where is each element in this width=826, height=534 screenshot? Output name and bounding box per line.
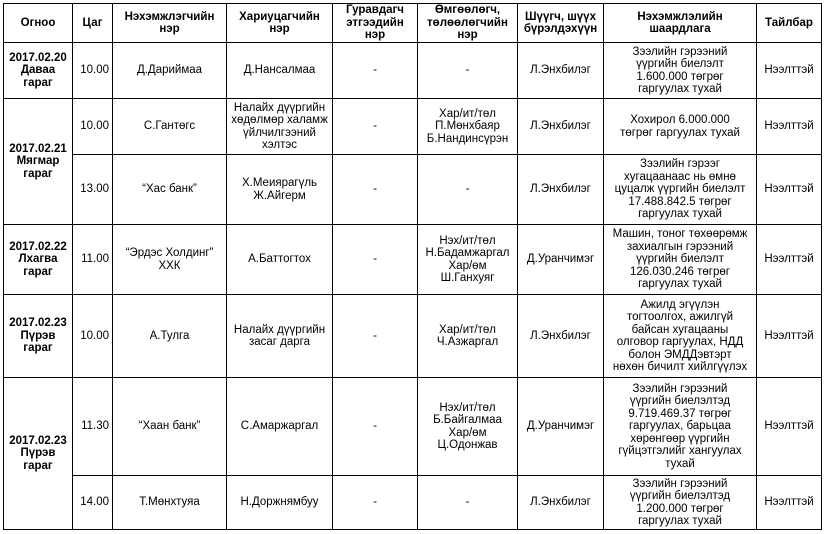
cell-representative: Нэх/ит/төл Н.Бадамжаргал Хар/өм Ш.Ганхуя… [417,224,518,295]
cell-time: 13.00 [72,154,113,225]
cell-judge: Л.Энхбилэг [517,294,604,378]
cell-plaintiff: “Хаан банк” [112,377,227,476]
cell-representative: - [417,42,518,99]
header-note: Тайлбар [756,3,822,43]
cell-representative: Хар/ит/төл Ч.Азжаргал [417,294,518,378]
cell-claim: Зээлийн гэрээний үүргийн биелэлт 1.600.0… [603,42,757,99]
cell-note: Нээлттэй [756,294,822,378]
cell-plaintiff: А.Тулга [112,294,227,378]
cell-defendant: Налайх дүүргийн засаг дарга [226,294,333,378]
cell-third-party: - [332,377,418,476]
table-row: 2017.02.23 Пүрэв гараг 11.30 “Хаан банк” С.… [3,377,822,530]
cell-time: 10.00 [72,98,113,155]
cell-third-party: - [332,224,418,295]
cell-defendant: Д.Нансалмаа [226,42,333,99]
cell-note: Нээлттэй [756,98,822,155]
cell-plaintiff: “Эрдэс Холдинг” ХХК [112,224,227,295]
cell-judge: Л.Энхбилэг [517,98,604,155]
header-date: Огноо [3,3,73,43]
cell-defendant: Х.Меиярагүль Ж.Айгерм [226,154,333,225]
cell-judge: Л.Энхбилэг [517,475,604,530]
cell-claim: Машин, тоног төхөөрөмж захиалгын гэрээни… [603,224,757,295]
cell-date: 2017.02.22 Лхагва гараг [3,224,73,295]
cell-time: 11.00 [72,224,113,295]
table-row: 2017.02.23 Пүрэв гараг 10.00 А.Тулга Налайх… [3,294,822,378]
cell-note: Нээлттэй [756,42,822,99]
header-plaintiff: Нэхэмжлэгчийн нэр [112,3,227,43]
cell-claim: Зээлийн гэрээний үүргийн биелэлтэд 1.200… [603,475,757,530]
cell-third-party: - [332,154,418,225]
cell-claim: Зээлийн гэрээг хугацаанаас нь өмнө цуцал… [603,154,757,225]
court-schedule-table: Огноо Цаг Нэхэмжлэгчийн нэр Хариуцагчийн нэ… [3,3,822,530]
cell-representative: - [417,154,518,225]
cell-plaintiff: С.Гантөгс [112,98,227,155]
header-claim: Нэхэмжлэлийн шаардлага [603,3,757,43]
cell-third-party: - [332,475,418,530]
cell-representative: Нэх/ит/төл Б.Байгалмаа Хар/өм Ц.Одонжав [417,377,518,476]
table-row: 2017.02.21 Мягмар гараг 10.00 С.Гантөгс Нал… [3,98,822,225]
cell-note: Нээлттэй [756,475,822,530]
cell-time: 11.30 [72,377,113,476]
cell-date: 2017.02.23 Пүрэв гараг [3,294,73,378]
cell-plaintiff: Т.Мөнхтуяа [112,475,227,530]
cell-plaintiff: “Хас банк” [112,154,227,225]
cell-claim: Хохирол 6.000.000 төгрөг гаргуулах тухай [603,98,757,155]
cell-claim: Зээлийн гэрээний үүргийн биелэлтэд 9.719… [603,377,757,476]
cell-claim: Ажилд эгүүлэн тогтоолгох, ажилгүй байсан… [603,294,757,378]
cell-judge: Д.Уранчимэг [517,377,604,476]
cell-representative: - [417,475,518,530]
cell-defendant: Налайх дүүргийн хөдөлмөр халамж үйлчилгэ… [226,98,333,155]
header-row: Огноо Цаг Нэхэмжлэгчийн нэр Хариуцагчийн нэ… [3,3,822,43]
cell-third-party: - [332,294,418,378]
header-judge: Шүүгч, шүүх бүрэлдэхүүн [517,3,604,43]
cell-defendant: А.Баттогтох [226,224,333,295]
cell-judge: Л.Энхбилэг [517,154,604,225]
cell-time: 10.00 [72,42,113,99]
header-time: Цаг [72,3,113,43]
cell-third-party: - [332,98,418,155]
header-representative: Өмгөөлөгч, төлөөлөгчийн нэр [417,3,518,43]
cell-defendant: С.Амаржаргал [226,377,333,476]
cell-note: Нээлттэй [756,154,822,225]
cell-third-party: - [332,42,418,99]
header-defendant: Хариуцагчийн нэр [226,3,333,43]
cell-date: 2017.02.23 Пүрэв гараг [3,377,73,530]
cell-date: 2017.02.20 Даваа гараг [3,42,73,99]
cell-representative: Хар/ит/төл П.Мөнхбаяр Б.Нандинсүрэн [417,98,518,155]
table-row: 2017.02.20 Даваа гараг 10.00 Д.Дариймаа Д.Н… [3,42,822,99]
cell-judge: Л.Энхбилэг [517,42,604,99]
cell-note: Нээлттэй [756,224,822,295]
cell-plaintiff: Д.Дариймаа [112,42,227,99]
cell-note: Нээлттэй [756,377,822,476]
header-third-party: Гуравдагч этгээдийн нэр [332,3,418,43]
cell-time: 14.00 [72,475,113,530]
table-row: 14.00 Т.Мөнхтуяа Н.Доржнямбуу - - Л.Энхбилэг З… [4,475,822,530]
cell-time: 10.00 [72,294,113,378]
table-row: 13.00 “Хас банк” Х.Меиярагүль Ж.Айгерм - - Л.… [4,154,822,225]
table-row: 2017.02.22 Лхагва гараг 11.00 “Эрдэс Холди… [3,224,822,295]
cell-defendant: Н.Доржнямбуу [226,475,333,530]
cell-date: 2017.02.21 Мягмар гараг [3,98,73,225]
cell-judge: Д.Уранчимэг [517,224,604,295]
